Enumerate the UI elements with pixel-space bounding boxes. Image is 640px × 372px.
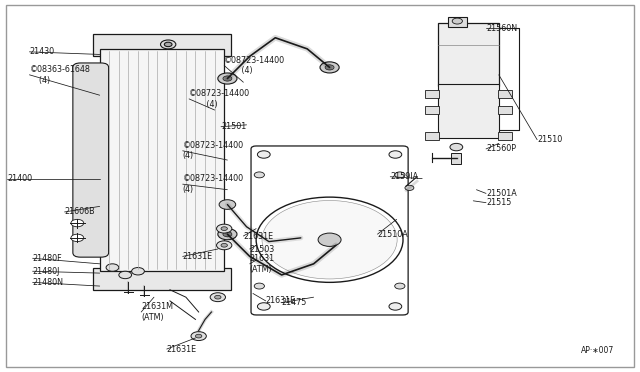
Bar [497, 90, 511, 98]
Bar [438, 84, 499, 138]
Circle shape [71, 219, 84, 227]
Text: 21606B: 21606B [65, 208, 95, 217]
Text: 21510: 21510 [537, 135, 563, 144]
Text: 21480J: 21480J [33, 267, 60, 276]
Circle shape [119, 271, 132, 279]
Circle shape [257, 303, 270, 310]
Bar [426, 106, 440, 114]
Bar [93, 267, 230, 290]
Bar [426, 132, 440, 140]
Text: 21631E: 21631E [243, 231, 273, 241]
Text: 21503: 21503 [250, 244, 275, 253]
Bar [497, 132, 511, 140]
Text: 21560N: 21560N [486, 24, 517, 33]
Text: 21480N: 21480N [33, 278, 63, 287]
Bar [426, 90, 440, 98]
Circle shape [395, 172, 405, 178]
Circle shape [389, 303, 402, 310]
Circle shape [318, 233, 341, 246]
Text: 21480F: 21480F [33, 254, 62, 263]
Circle shape [257, 151, 270, 158]
Circle shape [195, 334, 202, 338]
Circle shape [106, 264, 119, 271]
Circle shape [218, 229, 237, 240]
Circle shape [389, 151, 402, 158]
Text: 21510A: 21510A [378, 230, 408, 239]
Circle shape [216, 224, 232, 233]
Bar [93, 34, 230, 56]
Circle shape [161, 40, 176, 49]
Text: 21400: 21400 [7, 174, 32, 183]
Circle shape [320, 62, 339, 73]
Bar [451, 153, 461, 164]
Circle shape [254, 172, 264, 178]
Circle shape [332, 243, 340, 248]
Circle shape [71, 234, 84, 241]
Text: 21515: 21515 [486, 198, 511, 207]
Circle shape [218, 73, 237, 84]
Text: 21501: 21501 [221, 122, 246, 131]
Bar [497, 106, 511, 114]
Circle shape [164, 42, 172, 46]
Circle shape [326, 240, 346, 251]
Text: 21475: 21475 [282, 298, 307, 307]
Circle shape [262, 201, 397, 279]
Text: ©08723-14400
       (4): ©08723-14400 (4) [189, 89, 250, 109]
FancyBboxPatch shape [73, 63, 109, 257]
Text: AP·∗007: AP·∗007 [580, 346, 614, 355]
Circle shape [395, 283, 405, 289]
Bar [100, 49, 224, 271]
Text: 2159IA: 2159IA [390, 172, 419, 181]
Text: 21430: 21430 [29, 47, 54, 56]
Circle shape [405, 185, 414, 190]
Text: ©08723-14400
(4): ©08723-14400 (4) [182, 141, 244, 160]
Circle shape [221, 227, 227, 231]
Text: 21631E: 21631E [167, 344, 197, 353]
Text: 21631E: 21631E [266, 296, 296, 305]
Circle shape [256, 197, 403, 282]
Circle shape [216, 241, 232, 250]
Circle shape [325, 65, 334, 70]
Bar [438, 23, 499, 86]
Bar [448, 17, 467, 27]
Circle shape [191, 332, 206, 340]
Circle shape [221, 243, 227, 247]
FancyBboxPatch shape [251, 146, 408, 315]
Text: 21631M
(ATM): 21631M (ATM) [141, 302, 173, 322]
Circle shape [450, 143, 463, 151]
Text: 21501A: 21501A [486, 189, 516, 198]
Circle shape [214, 295, 221, 299]
Circle shape [452, 18, 463, 24]
Text: 21560P: 21560P [486, 144, 516, 153]
Text: 21631E: 21631E [182, 252, 213, 261]
Circle shape [210, 293, 225, 302]
Circle shape [219, 200, 236, 209]
Circle shape [132, 267, 145, 275]
Text: ©08723-14400
       (4): ©08723-14400 (4) [224, 56, 285, 75]
Circle shape [254, 283, 264, 289]
Circle shape [223, 76, 232, 81]
Text: ©08363-61648
    (4): ©08363-61648 (4) [29, 65, 90, 84]
Text: ©08723-14400
(4): ©08723-14400 (4) [182, 174, 244, 194]
Text: 21631
(ATM): 21631 (ATM) [250, 254, 275, 273]
Circle shape [223, 232, 232, 237]
